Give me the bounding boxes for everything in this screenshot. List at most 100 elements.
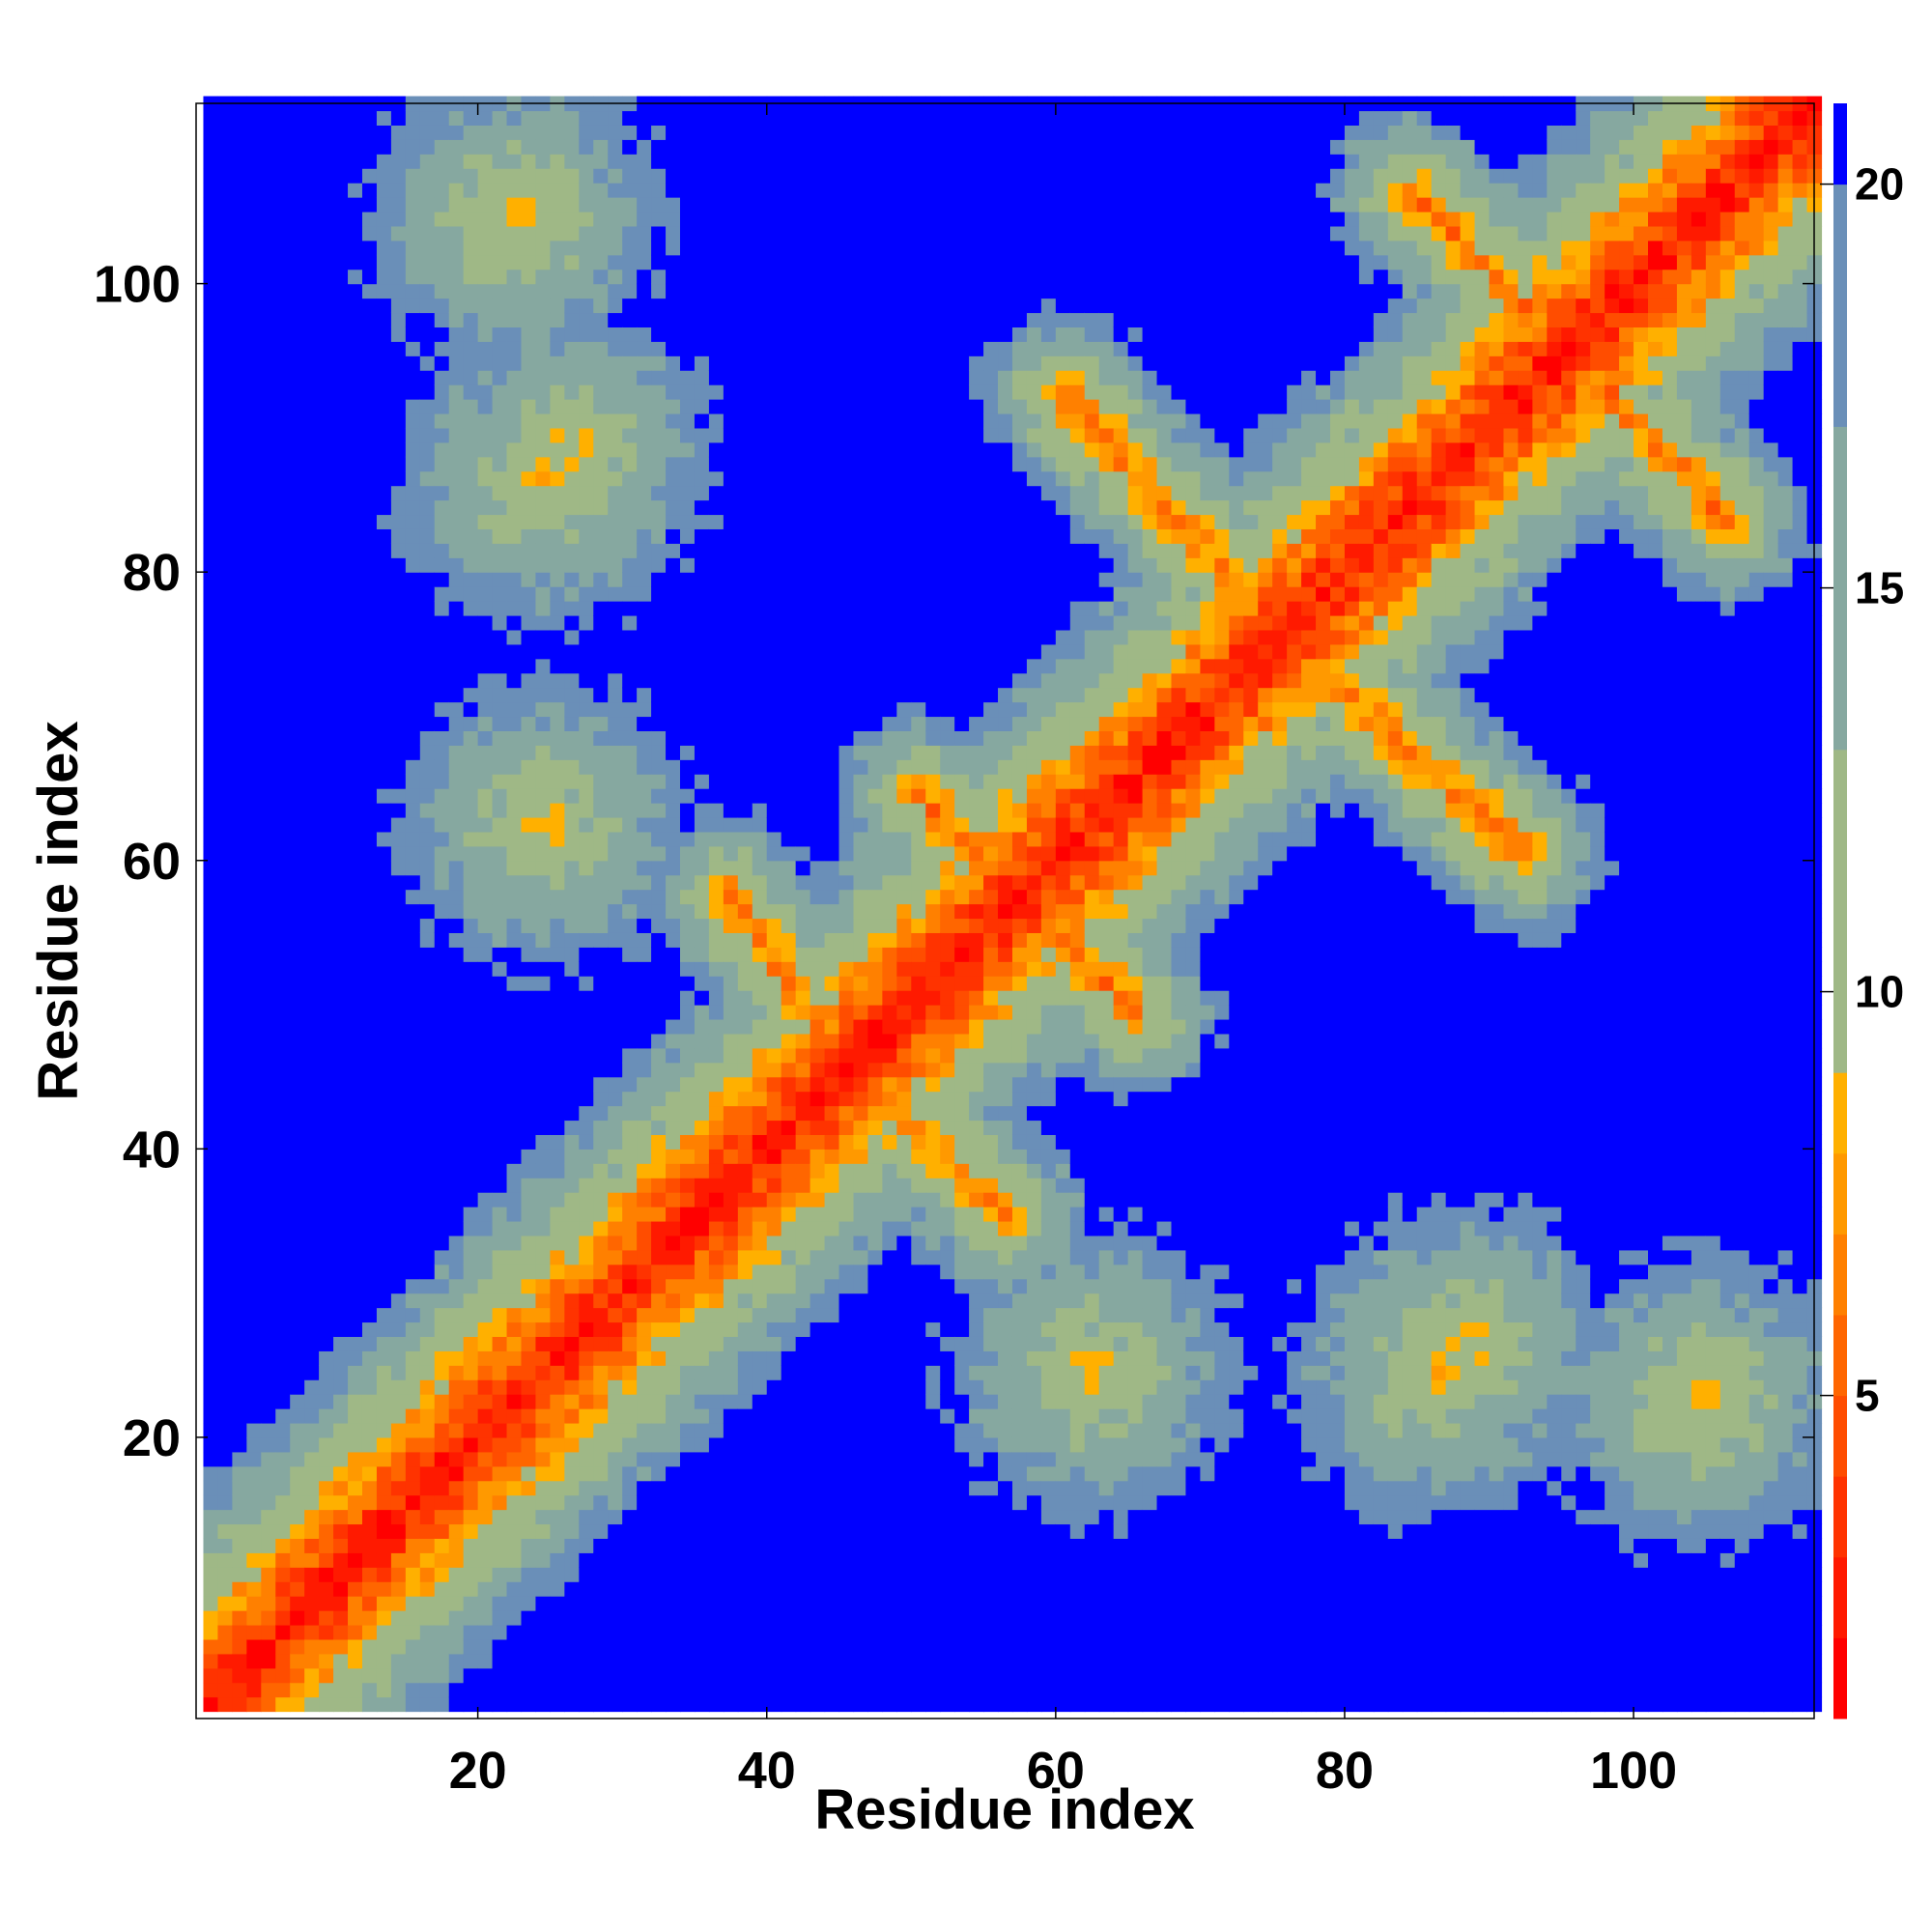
heatmap-cell (477, 197, 494, 213)
heatmap-cell (376, 1610, 392, 1626)
heatmap-cell (795, 701, 811, 718)
heatmap-cell (708, 1220, 724, 1236)
heatmap-cell (795, 1667, 811, 1684)
heatmap-cell (434, 1696, 450, 1713)
heatmap-cell (550, 1235, 565, 1251)
heatmap-cell (319, 1422, 334, 1438)
heatmap-cell (694, 1062, 710, 1078)
heatmap-cell (723, 399, 739, 414)
heatmap-cell (319, 1451, 334, 1467)
heatmap-cell (694, 211, 710, 227)
heatmap-cell (319, 803, 334, 818)
heatmap-cell (434, 240, 450, 256)
heatmap-cell (275, 1163, 291, 1179)
heatmap-cell (319, 629, 334, 645)
heatmap-cell (593, 1207, 609, 1222)
heatmap-cell (680, 1394, 696, 1409)
heatmap-cell (477, 312, 494, 327)
heatmap-cell (506, 1350, 523, 1366)
heatmap-cell (680, 961, 696, 977)
heatmap-cell (637, 701, 652, 718)
heatmap-cell (666, 557, 681, 573)
heatmap-cell (608, 327, 623, 342)
heatmap-cell (492, 903, 508, 920)
heatmap-cell (723, 831, 739, 847)
heatmap-cell (304, 701, 320, 718)
heatmap-cell (824, 1596, 840, 1611)
heatmap-cell (579, 1465, 594, 1482)
heatmap-cell (477, 1321, 494, 1337)
heatmap-cell (550, 1033, 565, 1049)
heatmap-cell (405, 1091, 421, 1107)
heatmap-cell (203, 557, 219, 573)
heatmap-cell (781, 1581, 797, 1597)
heatmap-cell (593, 399, 609, 414)
heatmap-cell (622, 572, 638, 587)
heatmap-cell (810, 1365, 826, 1380)
heatmap-cell (637, 355, 652, 371)
heatmap-cell (637, 803, 652, 818)
heatmap-cell (824, 1350, 840, 1366)
heatmap-cell (694, 327, 710, 342)
heatmap-cell (290, 1610, 305, 1626)
heatmap-cell (304, 1523, 320, 1539)
heatmap-cell (593, 816, 609, 833)
heatmap-cell (290, 125, 305, 140)
heatmap-cell (810, 1422, 826, 1438)
heatmap-cell (737, 384, 753, 400)
heatmap-cell (492, 1293, 508, 1309)
heatmap-cell (608, 341, 623, 356)
heatmap-cell (838, 1062, 855, 1078)
heatmap-cell (579, 1192, 594, 1208)
heatmap-cell (203, 1379, 219, 1395)
heatmap-cell (506, 874, 523, 891)
heatmap-cell (810, 1480, 826, 1496)
heatmap-cell (564, 803, 580, 818)
heatmap-cell (261, 183, 276, 198)
heatmap-cell (766, 441, 782, 458)
heatmap-cell (419, 1350, 436, 1366)
heatmap-cell (810, 601, 826, 616)
heatmap-cell (492, 1451, 508, 1467)
heatmap-cell (564, 701, 580, 718)
heatmap-cell (651, 932, 667, 948)
heatmap-cell (593, 1682, 609, 1698)
heatmap-cell (304, 1207, 320, 1222)
heatmap-cell (319, 774, 334, 789)
heatmap-cell (275, 730, 291, 746)
heatmap-cell (261, 961, 276, 977)
heatmap-cell (708, 1005, 724, 1020)
heatmap-cell (434, 125, 450, 140)
heatmap-cell (521, 1408, 537, 1424)
heatmap-cell (550, 1062, 565, 1078)
heatmap-cell (737, 514, 753, 529)
heatmap-cell (550, 485, 565, 501)
heatmap-cell (463, 1105, 479, 1122)
heatmap-cell (405, 154, 421, 169)
heatmap-cell (448, 831, 465, 847)
heatmap-cell (290, 1480, 305, 1496)
heatmap-cell (723, 441, 739, 458)
heatmap-cell (608, 427, 623, 443)
heatmap-cell (680, 1494, 696, 1511)
heatmap-cell (795, 1350, 811, 1366)
heatmap-cell (666, 774, 681, 789)
heatmap-cell (304, 990, 320, 1006)
heatmap-cell (319, 1062, 334, 1078)
heatmap-cell (232, 1394, 247, 1409)
heatmap-cell (319, 197, 334, 213)
heatmap-cell (463, 254, 479, 270)
heatmap-cell (217, 1163, 233, 1179)
heatmap-cell (333, 1178, 349, 1193)
heatmap-cell (217, 543, 233, 558)
heatmap-cell (290, 1033, 305, 1049)
heatmap-cell (261, 1696, 276, 1713)
heatmap-cell (348, 557, 363, 573)
heatmap-cell (579, 1682, 594, 1698)
heatmap-cell (304, 730, 320, 746)
heatmap-cell (217, 874, 233, 891)
heatmap-cell (723, 514, 739, 529)
heatmap-cell (492, 269, 508, 285)
heatmap-cell (824, 456, 840, 472)
heatmap-cell (666, 528, 681, 544)
